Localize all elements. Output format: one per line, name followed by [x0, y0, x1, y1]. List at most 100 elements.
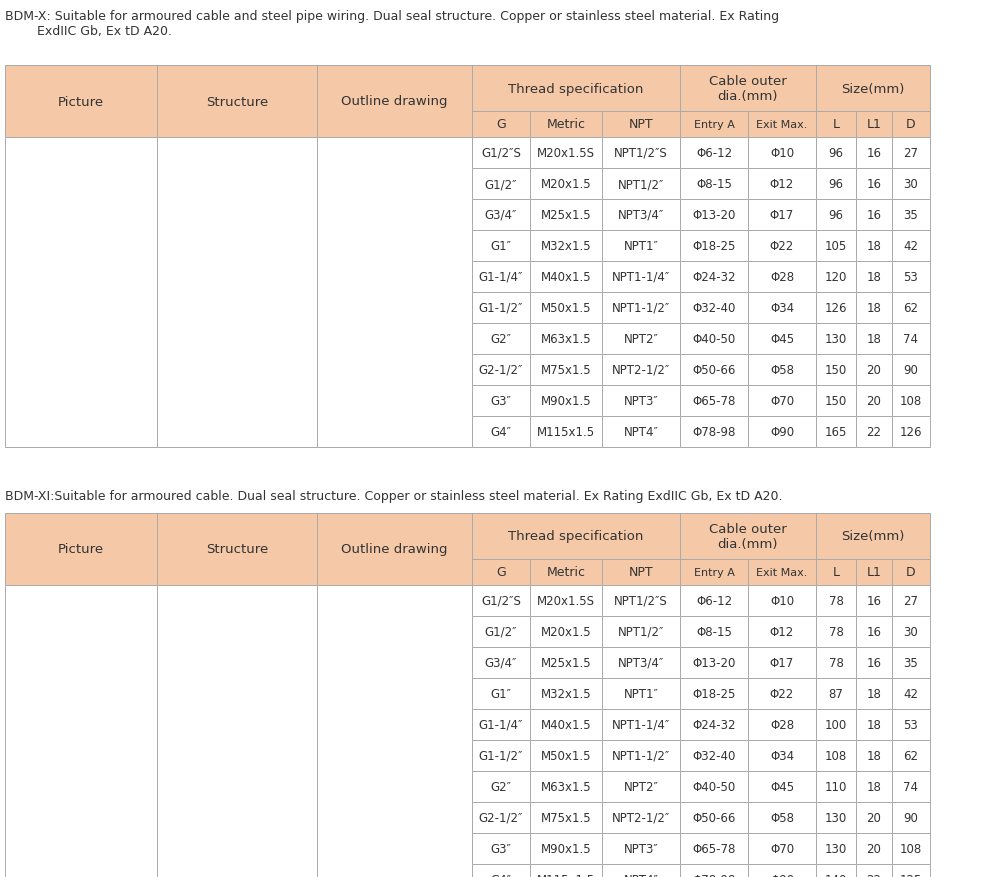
Bar: [472, 112, 530, 138]
Bar: [530, 617, 602, 647]
Text: Φ50-66: Φ50-66: [692, 811, 736, 824]
Text: 100: 100: [825, 718, 847, 731]
Text: 78: 78: [828, 595, 843, 607]
Text: 20: 20: [866, 811, 881, 824]
Text: Φ40-50: Φ40-50: [692, 332, 736, 346]
Bar: [856, 324, 892, 354]
Bar: [816, 647, 856, 678]
Bar: [472, 833, 530, 864]
Text: 42: 42: [903, 688, 919, 700]
Bar: [472, 617, 530, 647]
Text: NPT1-1/4″: NPT1-1/4″: [612, 271, 670, 283]
Text: NPT3″: NPT3″: [624, 842, 658, 855]
Text: G1/2″: G1/2″: [484, 178, 518, 191]
Text: 96: 96: [828, 209, 843, 222]
Text: G1/2″: G1/2″: [484, 625, 518, 638]
Bar: [602, 647, 680, 678]
Bar: [856, 112, 892, 138]
Bar: [5, 585, 157, 877]
Text: 126: 126: [825, 302, 847, 315]
Text: 74: 74: [903, 781, 919, 793]
Bar: [602, 386, 680, 417]
Bar: [748, 740, 816, 771]
Bar: [892, 833, 930, 864]
Bar: [680, 417, 748, 447]
Text: Φ12: Φ12: [770, 625, 794, 638]
Text: 96: 96: [828, 146, 843, 160]
Bar: [680, 617, 748, 647]
Text: NPT2″: NPT2″: [623, 781, 658, 793]
Text: 108: 108: [825, 749, 847, 762]
Bar: [680, 802, 748, 833]
Text: Φ58: Φ58: [770, 811, 794, 824]
Bar: [892, 678, 930, 709]
Text: M20x1.5: M20x1.5: [541, 178, 591, 191]
Bar: [472, 324, 530, 354]
Bar: [892, 386, 930, 417]
Text: Φ28: Φ28: [770, 271, 794, 283]
Bar: [472, 261, 530, 293]
Text: Φ34: Φ34: [770, 302, 794, 315]
Bar: [856, 617, 892, 647]
Bar: [602, 168, 680, 200]
Text: 90: 90: [903, 811, 919, 824]
Bar: [816, 138, 856, 168]
Bar: [157, 138, 317, 447]
Bar: [816, 864, 856, 877]
Bar: [530, 324, 602, 354]
Bar: [530, 740, 602, 771]
Text: Φ45: Φ45: [770, 332, 794, 346]
Bar: [748, 200, 816, 231]
Bar: [602, 802, 680, 833]
Text: M40x1.5: M40x1.5: [541, 718, 591, 731]
Bar: [816, 293, 856, 324]
Bar: [317, 513, 472, 585]
Text: 20: 20: [866, 842, 881, 855]
Text: Size(mm): Size(mm): [841, 82, 904, 96]
Text: Φ18-25: Φ18-25: [692, 688, 736, 700]
Bar: [816, 802, 856, 833]
Bar: [5, 513, 157, 585]
Text: Φ12: Φ12: [770, 178, 794, 191]
Bar: [472, 647, 530, 678]
Bar: [680, 771, 748, 802]
Bar: [816, 168, 856, 200]
Bar: [856, 864, 892, 877]
Bar: [602, 833, 680, 864]
Bar: [816, 112, 856, 138]
Bar: [856, 560, 892, 585]
Bar: [472, 354, 530, 386]
Bar: [472, 560, 530, 585]
Bar: [892, 617, 930, 647]
Text: Φ8-15: Φ8-15: [696, 625, 732, 638]
Bar: [602, 678, 680, 709]
Bar: [472, 740, 530, 771]
Text: Outline drawing: Outline drawing: [342, 96, 448, 109]
Text: NPT3/4″: NPT3/4″: [618, 656, 664, 669]
Bar: [530, 709, 602, 740]
Text: G: G: [496, 118, 506, 132]
Bar: [602, 771, 680, 802]
Bar: [748, 709, 816, 740]
Text: 130: 130: [825, 332, 847, 346]
Text: NPT: NPT: [629, 118, 653, 132]
Bar: [680, 293, 748, 324]
Bar: [602, 112, 680, 138]
Text: Structure: Structure: [206, 543, 268, 556]
Text: G2-1/2″: G2-1/2″: [478, 811, 524, 824]
Bar: [530, 354, 602, 386]
Text: G1/2″S: G1/2″S: [481, 595, 521, 607]
Text: 18: 18: [866, 718, 881, 731]
Text: G2″: G2″: [490, 332, 512, 346]
Text: Φ24-32: Φ24-32: [692, 718, 736, 731]
Bar: [680, 513, 816, 560]
Text: NPT1/2″: NPT1/2″: [618, 625, 664, 638]
Bar: [157, 66, 317, 138]
Text: G: G: [496, 566, 506, 579]
Bar: [816, 261, 856, 293]
Bar: [892, 709, 930, 740]
Bar: [892, 324, 930, 354]
Bar: [680, 261, 748, 293]
Text: 110: 110: [825, 781, 847, 793]
Text: Φ13-20: Φ13-20: [692, 656, 736, 669]
